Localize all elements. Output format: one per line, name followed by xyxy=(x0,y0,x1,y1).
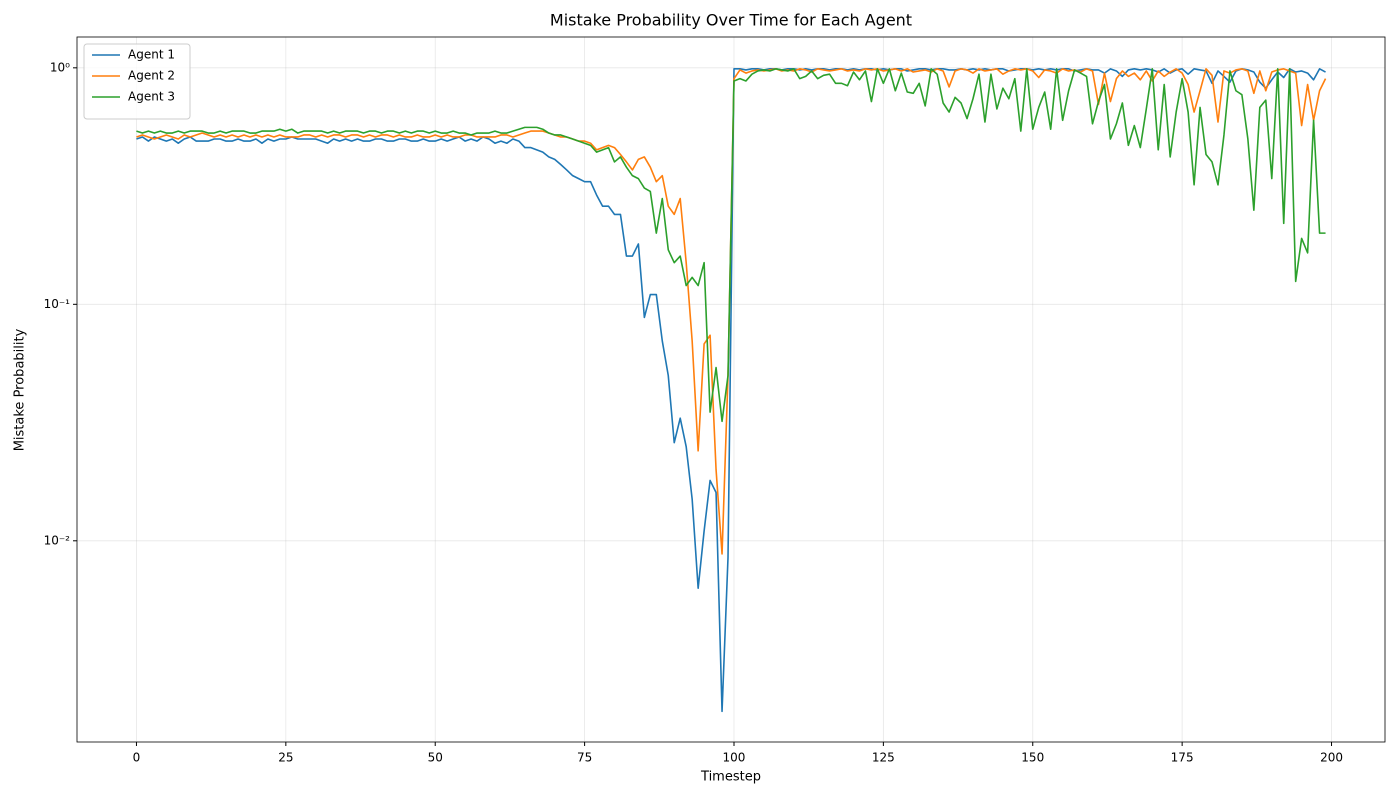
chart-title: Mistake Probability Over Time for Each A… xyxy=(550,11,912,30)
x-tick-label: 200 xyxy=(1320,751,1343,765)
y-tick-label: 10⁻¹ xyxy=(44,297,71,311)
legend-label: Agent 3 xyxy=(128,90,175,104)
x-tick-label: 150 xyxy=(1021,751,1044,765)
x-axis-label: Timestep xyxy=(700,770,761,785)
y-tick-label: 10⁻² xyxy=(44,533,71,547)
x-tick-label: 0 xyxy=(133,751,141,765)
series-line xyxy=(136,68,1326,713)
legend-label: Agent 1 xyxy=(128,48,175,62)
plot-frame xyxy=(76,36,1386,743)
x-tick-label: 75 xyxy=(577,751,592,765)
y-tick-label: 10⁰ xyxy=(50,60,70,74)
legend-label: Agent 2 xyxy=(128,69,175,83)
series-line xyxy=(136,68,1326,423)
x-tick-label: 100 xyxy=(723,751,746,765)
x-tick-label: 50 xyxy=(428,751,443,765)
x-tick-label: 25 xyxy=(278,751,293,765)
x-tick-label: 175 xyxy=(1171,751,1194,765)
legend-box xyxy=(83,43,191,120)
y-axis-label: Mistake Probability xyxy=(13,328,28,451)
x-tick-label: 125 xyxy=(872,751,895,765)
